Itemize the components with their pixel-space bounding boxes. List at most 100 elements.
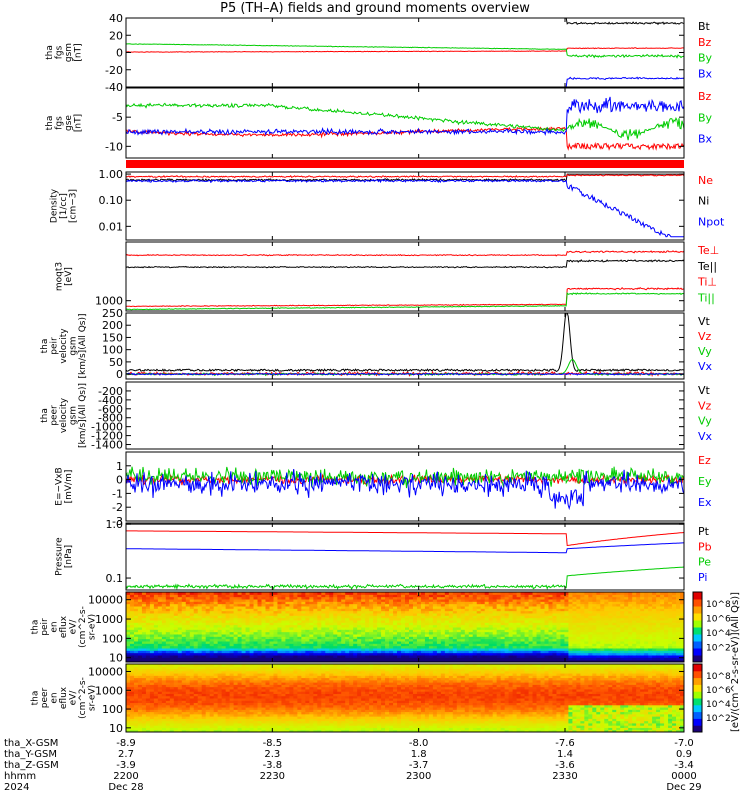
y-axis-label: velocity — [59, 328, 69, 364]
panel-fgs_gsm: 40 20 0 -20 -40 tha fgs gsm [nT] Bt Bz By Bx — [45, 12, 713, 94]
y-axis-label: tha — [40, 408, 50, 423]
legend-entry: Vt — [698, 384, 711, 397]
x-axis-value: 2.7 — [118, 749, 134, 760]
x-axis-value: -8.0 — [409, 738, 429, 749]
colorbar-tick: 10^6 — [706, 615, 731, 625]
panel-density: 1.00 0.10 0.01 Density [1/cc] [cm−3] Ne Ni Npot — [50, 168, 725, 241]
y-axis-label: [nT] — [73, 114, 83, 132]
y-axis-label: peer — [40, 687, 50, 708]
x-axis-value: 2.3 — [264, 749, 280, 760]
panel-temperature: 1000 moqt3 [eV] Te⊥ Te|| Ti⊥ Ti|| — [54, 241, 719, 312]
x-axis-row-label: tha_Z-GSM — [4, 760, 59, 771]
panel-frame — [125, 171, 685, 241]
x-axis-value: 1.4 — [557, 749, 573, 760]
legend-entry: Ni — [698, 195, 709, 208]
y-tick-label: 0.1 — [106, 572, 124, 585]
x-axis-value: -7.6 — [555, 738, 575, 749]
x-axis-value: Dec 28 — [108, 782, 143, 793]
colorbar-tick: 10^8 — [706, 672, 731, 682]
legend-entry: Ti|| — [697, 291, 715, 304]
y-tick-label: 100 — [102, 703, 123, 716]
x-axis-row-label: tha_Y-GSM — [4, 749, 57, 760]
y-tick-label: 0 — [116, 474, 123, 487]
panel-frame — [125, 451, 685, 522]
legend-entry: Bx — [698, 67, 713, 80]
legend-entry: Vz — [698, 330, 712, 343]
y-axis-label: fgs — [54, 116, 64, 130]
y-axis-label: peir — [50, 337, 60, 355]
series-line-fgs_gse-2 — [125, 96, 685, 137]
y-tick-label: 1000 — [95, 613, 123, 626]
y-tick-label: 1 — [116, 460, 123, 473]
series-line-fgs_gsm-2 — [125, 43, 685, 59]
x-axis-value: Dec 29 — [666, 782, 701, 793]
y-axis-label: (cm^2-s- — [78, 606, 88, 648]
legend-entry: Vy — [698, 345, 712, 358]
y-axis-label: gsm — [64, 43, 74, 62]
y-axis-label: en — [50, 692, 60, 703]
y-tick-label: 0 — [116, 47, 123, 60]
legend-entry: Ez — [698, 454, 711, 467]
y-axis-label: tha — [45, 45, 55, 60]
y-axis-label: [km/s](All Qs)] — [78, 313, 88, 378]
legend-entry: Ex — [698, 496, 712, 509]
y-axis-label: tha — [31, 691, 41, 706]
legend-entry: Vx — [698, 430, 713, 443]
y-axis-label: eV/ — [69, 690, 79, 706]
series-line-peir_velocity-0 — [125, 312, 685, 373]
panel-frame — [125, 87, 685, 159]
legend-entry: By — [698, 111, 713, 124]
y-tick-label: 150 — [102, 331, 123, 344]
series-line-temperature-0 — [125, 250, 685, 257]
y-tick-label: 0.10 — [99, 194, 124, 207]
x-axis-value: 2200 — [113, 771, 138, 782]
x-axis-value: -3.9 — [116, 760, 136, 771]
x-axis-row-label: 2024 — [4, 782, 29, 793]
y-axis-label: [1/cc] — [59, 193, 69, 219]
y-axis-label: peer — [50, 405, 60, 426]
y-axis-label: tha — [40, 339, 50, 354]
y-tick-label: 250 — [102, 307, 123, 320]
y-tick-label: -1 — [112, 487, 123, 500]
colorbar-tick: 10^4 — [706, 700, 731, 710]
x-axis-value: 2330 — [552, 771, 577, 782]
y-tick-label: 10000 — [88, 594, 123, 607]
y-tick-label: 1.0 — [106, 518, 124, 531]
y-axis-label: [km/s](All Qs)] — [78, 383, 88, 448]
legend-entry: Pi — [698, 571, 707, 584]
y-tick-label: 1.00 — [99, 168, 124, 181]
x-axis-value: 2300 — [406, 771, 431, 782]
y-axis-label: fgs — [54, 45, 64, 59]
series-line-fgs_gsm-3 — [126, 76, 685, 88]
panel-frame — [125, 522, 685, 591]
y-axis-label: Density — [50, 188, 60, 223]
figure-title: P5 (TH–A) fields and ground moments over… — [220, 1, 530, 16]
legend-entry: Pb — [698, 540, 712, 553]
y-axis-label: sr-eV) — [88, 685, 98, 711]
y-axis-label: moqt3 — [54, 262, 64, 291]
y-axis-label: gse — [64, 115, 74, 131]
y-tick-label: 20 — [109, 29, 123, 42]
y-tick-label: -3 — [112, 515, 123, 528]
x-axis-value: -3.8 — [263, 760, 283, 771]
series-line-density-1 — [125, 173, 685, 179]
legend-entry: Bz — [698, 36, 712, 49]
x-axis-value: -8.5 — [263, 738, 283, 749]
y-tick-label: -5 — [112, 111, 123, 124]
y-axis-label: gsm — [69, 336, 79, 355]
y-axis-label: sr-eV) — [88, 614, 98, 640]
legend-entry: Vt — [698, 315, 711, 328]
x-axis-value: -3.6 — [555, 760, 575, 771]
x-axis-value: -7.0 — [674, 738, 694, 749]
panel-efield: 10-1-2-3 E=−VxB [mV/m] Ez Ey Ex — [54, 451, 712, 528]
panel-frame — [125, 312, 685, 380]
colorbar-tick: 10^6 — [706, 686, 731, 696]
y-tick-label: 10 — [109, 722, 123, 735]
y-tick-label: 10000 — [88, 665, 123, 678]
y-tick-label: 50 — [109, 356, 123, 369]
y-axis-label: tha — [31, 620, 41, 635]
colorbar-tick: 10^4 — [706, 629, 731, 639]
series-line-fgs_gsm-0 — [126, 17, 685, 26]
series-line-pressure-1 — [126, 530, 685, 547]
